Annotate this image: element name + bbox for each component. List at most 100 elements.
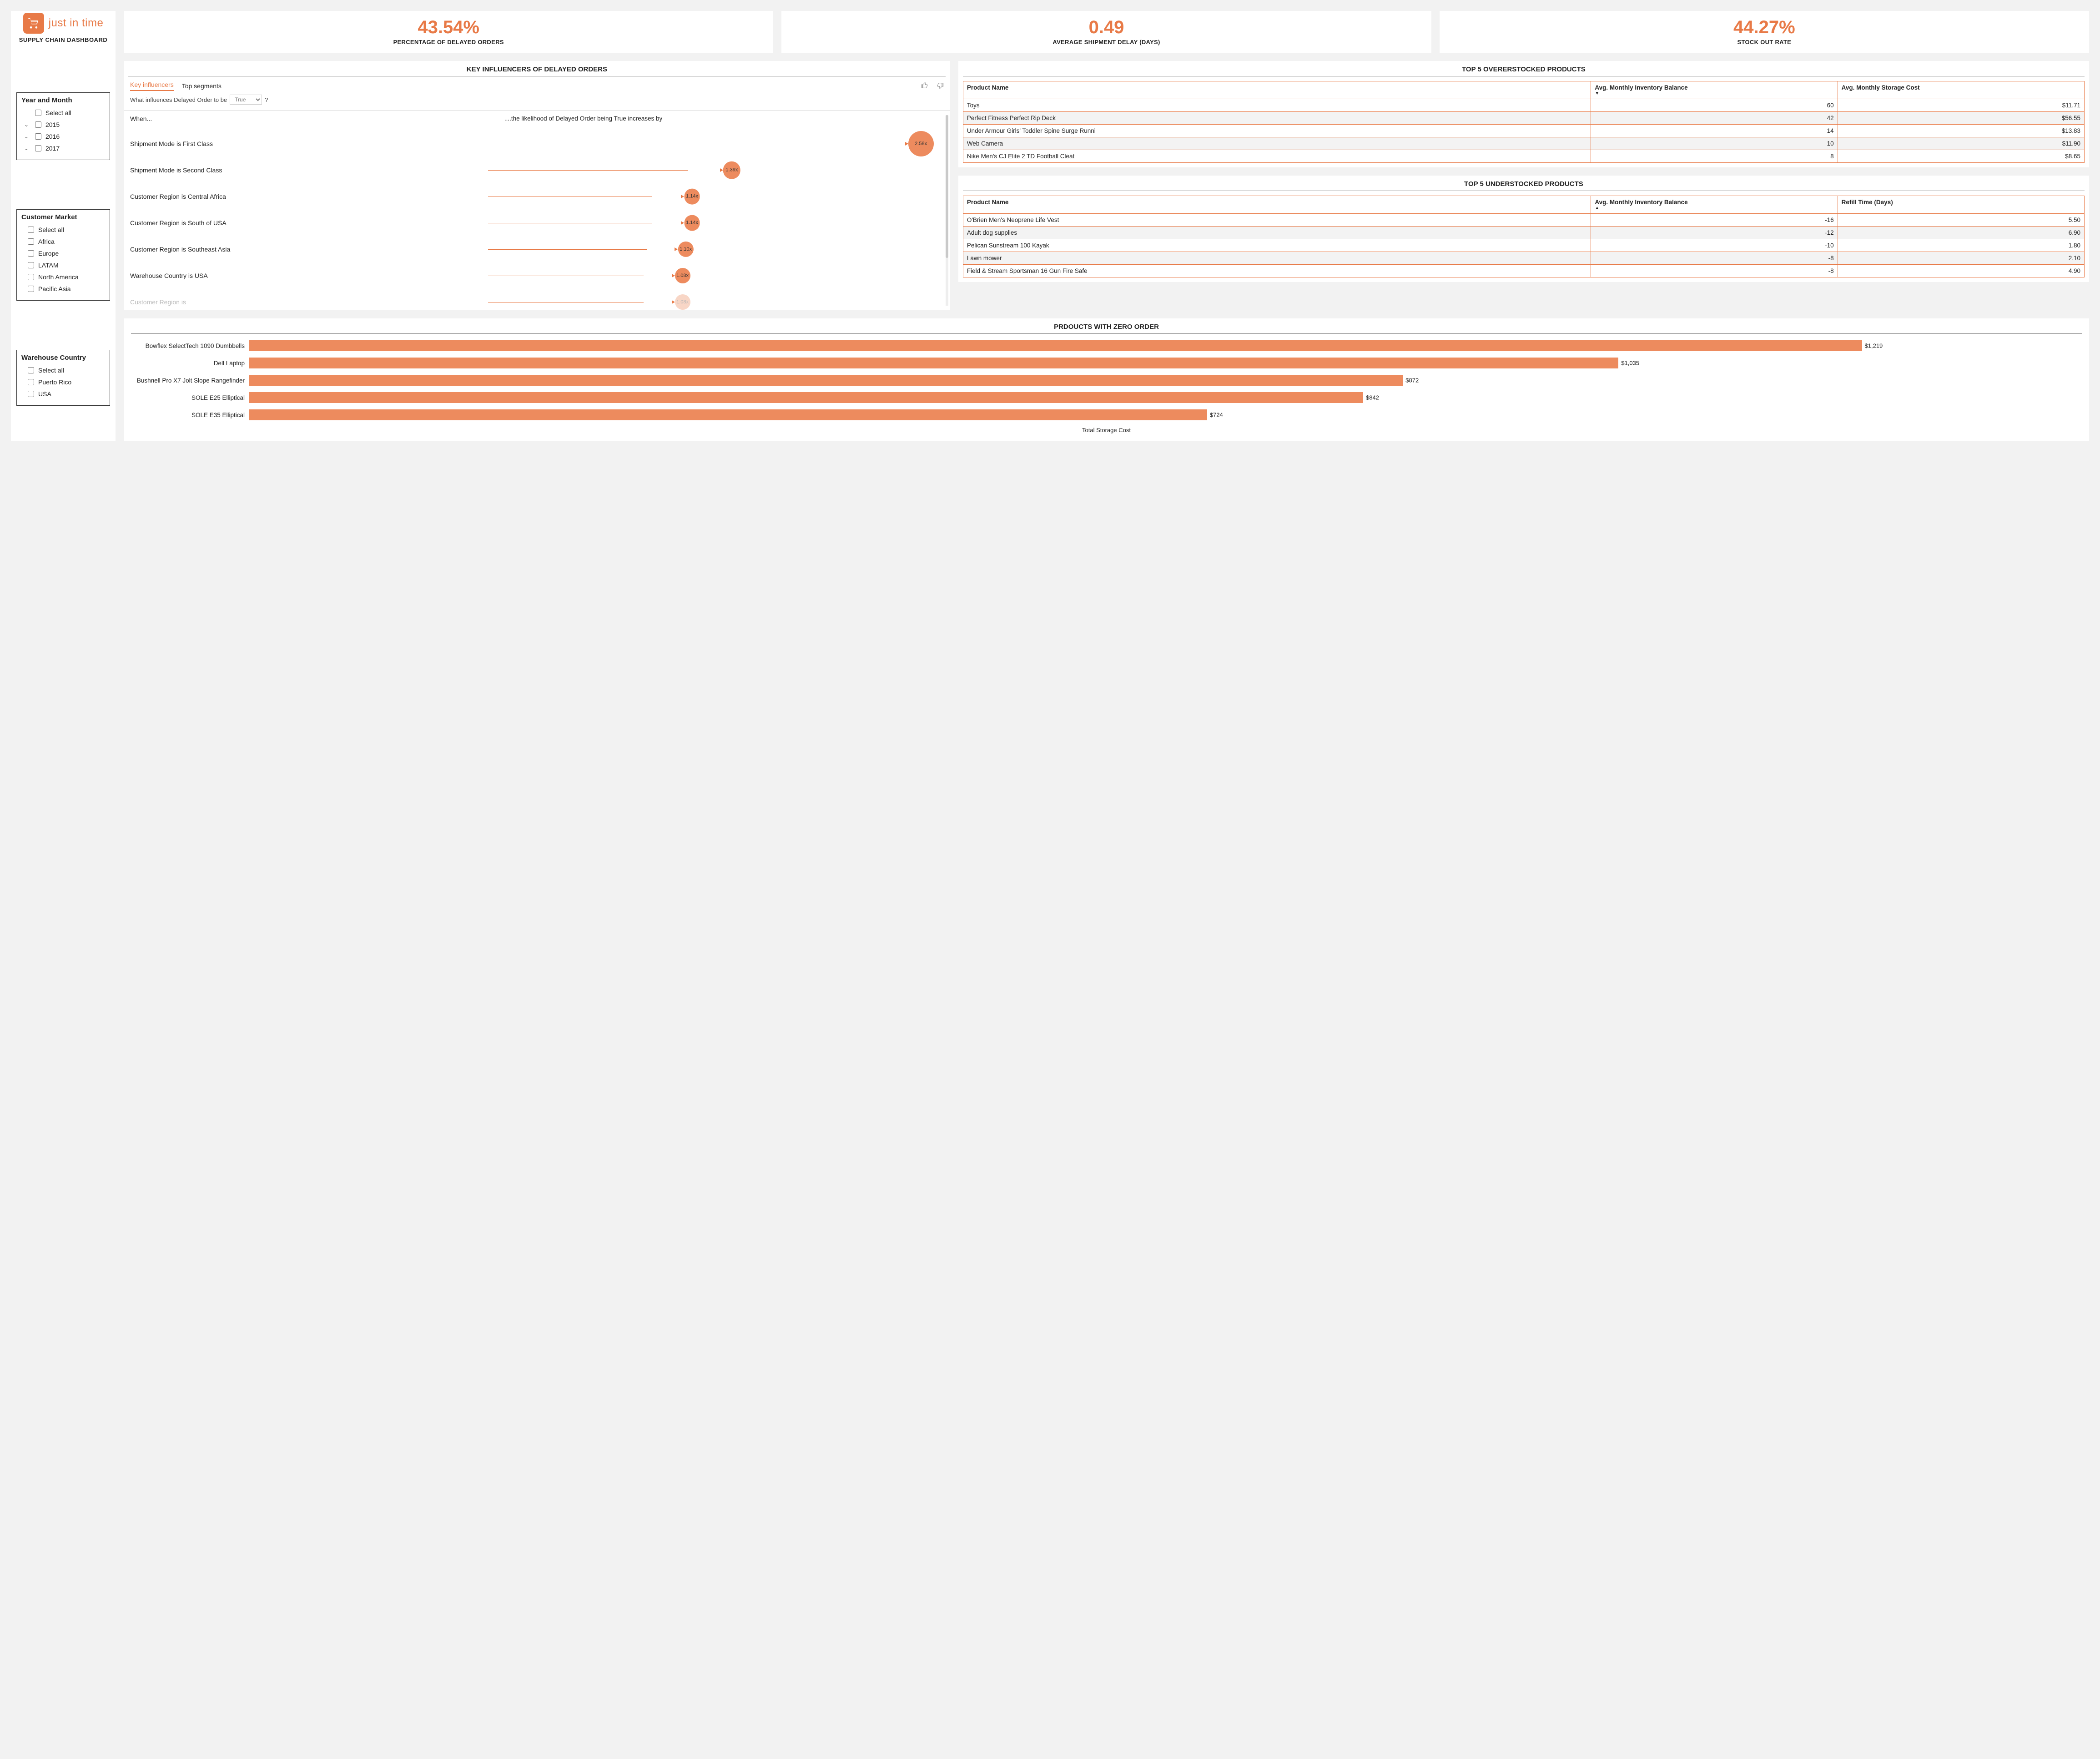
ki-row-label: Shipment Mode is Second Class (130, 166, 488, 174)
hbar-row[interactable]: SOLE E35 Elliptical $724 (131, 409, 2082, 420)
tab-top-segments[interactable]: Top segments (182, 82, 222, 90)
filter-warehouse-item[interactable]: USA (21, 388, 105, 400)
understocked-col-name[interactable]: Product Name (963, 196, 1591, 214)
filter-year-item[interactable]: ⌄2016 (21, 131, 105, 142)
ki-row-track: 1.39x (488, 161, 944, 179)
key-influencers-card: KEY INFLUENCERS OF DELAYED ORDERS Key in… (124, 61, 950, 310)
overstocked-table: Product Name Avg. Monthly Inventory Bala… (963, 81, 2085, 163)
zero-order-title: PRDOUCTS WITH ZERO ORDER (131, 323, 2082, 334)
ki-row[interactable]: Customer Region is1.08x (130, 289, 944, 310)
hbar-row[interactable]: Bushnell Pro X7 Jolt Slope Rangefinder$8… (131, 375, 2082, 386)
ki-row-track: 1.14x (488, 187, 944, 206)
filter-warehouse-select-all[interactable]: Select all (21, 364, 105, 376)
ki-row[interactable]: Customer Region is Southeast Asia1.10x (130, 236, 944, 262)
middle-row: KEY INFLUENCERS OF DELAYED ORDERS Key in… (124, 61, 2089, 310)
kpi-label: STOCK OUT RATE (1444, 39, 2085, 45)
table-row[interactable]: Perfect Fitness Perfect Rip Deck42$56.55 (963, 112, 2084, 125)
chevron-down-icon[interactable]: ⌄ (24, 133, 30, 140)
chevron-down-icon[interactable]: ⌄ (24, 121, 30, 128)
filter-warehouse: Warehouse Country Select all Puerto Rico… (16, 350, 110, 406)
table-row[interactable]: Under Armour Girls' Toddler Spine Surge … (963, 125, 2084, 137)
overstocked-card: TOP 5 OVERERSTOCKED PRODUCTS Product Nam… (958, 61, 2089, 167)
table-row[interactable]: Adult dog supplies-126.90 (963, 227, 2084, 239)
hbar-fill (249, 340, 1862, 351)
ki-row[interactable]: Customer Region is South of USA1.14x (130, 210, 944, 236)
understocked-title: TOP 5 UNDERSTOCKED PRODUCTS (963, 180, 2085, 191)
hbar-label: SOLE E35 Elliptical (131, 412, 245, 418)
ki-row-label: Warehouse Country is USA (130, 272, 488, 279)
ki-row-track: 1.14x (488, 214, 944, 232)
kpi-card: 43.54%PERCENTAGE OF DELAYED ORDERS (124, 11, 773, 53)
hbar-value: $842 (1366, 394, 1379, 401)
ki-question: What influences Delayed Order to be True… (124, 91, 950, 108)
chevron-down-icon[interactable]: ⌄ (24, 145, 30, 151)
filter-year-item[interactable]: ⌄2015 (21, 119, 105, 131)
ki-row[interactable]: Shipment Mode is Second Class 1.39x (130, 157, 944, 183)
ki-bubble: 1.14x (684, 189, 700, 205)
thumbs-down-icon[interactable] (937, 82, 944, 91)
hbar-label: Dell Laptop (131, 360, 245, 367)
hbar-row[interactable]: SOLE E25 Elliptical $842 (131, 392, 2082, 403)
understocked-col-balance[interactable]: Avg. Monthly Inventory Balance ▲ (1591, 196, 1838, 214)
kpi-value: 43.54% (128, 17, 769, 38)
table-row[interactable]: Toys60$11.71 (963, 99, 2084, 112)
logo-icon (23, 13, 44, 34)
filter-year-item[interactable]: ⌄2017 (21, 142, 105, 154)
filter-market-item[interactable]: North America (21, 271, 105, 283)
hbar-fill (249, 358, 1618, 368)
ki-header-when: When... (130, 115, 504, 122)
ki-value-select[interactable]: True (230, 95, 262, 105)
filter-market-item[interactable]: Africa (21, 236, 105, 247)
filter-market-item[interactable]: Pacific Asia (21, 283, 105, 295)
ki-row-label: Customer Region is Central Africa (130, 193, 488, 200)
hbar-row[interactable]: Dell Laptop $1,035 (131, 358, 2082, 368)
ki-bubble: 2.58x (908, 131, 934, 156)
ki-row-track: 2.58x (488, 135, 944, 153)
ki-bubble: 1.14x (684, 215, 700, 231)
understocked-col-refill[interactable]: Refill Time (Days) (1838, 196, 2084, 214)
ki-scrollbar[interactable] (946, 115, 948, 306)
hbar-fill (249, 375, 1403, 386)
filter-year-select-all[interactable]: Select all (21, 107, 105, 119)
filter-market-title: Customer Market (21, 213, 105, 221)
ki-bubble: 1.39x (723, 161, 741, 179)
table-row[interactable]: Nike Men's CJ Elite 2 TD Football Cleat8… (963, 150, 2084, 163)
hbar-value: $724 (1210, 412, 1223, 418)
hbar-label: Bushnell Pro X7 Jolt Slope Rangefinder (131, 377, 245, 384)
table-row[interactable]: Pelican Sunstream 100 Kayak-101.80 (963, 239, 2084, 252)
filter-market-item[interactable]: Europe (21, 247, 105, 259)
overstocked-col-name[interactable]: Product Name (963, 81, 1591, 99)
kpi-value: 44.27% (1444, 17, 2085, 38)
hbar-track: $724 (249, 409, 2082, 420)
filter-market-select-all[interactable]: Select all (21, 224, 105, 236)
hbar-label: Bowflex SelectTech 1090 Dumbbells (131, 343, 245, 349)
table-row[interactable]: Lawn mower-82.10 (963, 252, 2084, 265)
table-row[interactable]: Web Camera10$11.90 (963, 137, 2084, 150)
hbar-track: $1,035 (249, 358, 2082, 368)
ki-bubble: 1.08x (675, 294, 690, 310)
ki-row[interactable]: Shipment Mode is First Class2.58x (130, 131, 944, 157)
filter-warehouse-item[interactable]: Puerto Rico (21, 376, 105, 388)
ki-tabs: Key influencers Top segments (124, 76, 950, 91)
overstocked-col-cost[interactable]: Avg. Monthly Storage Cost (1838, 81, 2084, 99)
tab-key-influencers[interactable]: Key influencers (130, 81, 174, 91)
filter-market-item[interactable]: LATAM (21, 259, 105, 271)
ki-row-label: Shipment Mode is First Class (130, 140, 488, 147)
hbar-label: SOLE E25 Elliptical (131, 394, 245, 401)
table-row[interactable]: O'Brien Men's Neoprene Life Vest-165.50 (963, 214, 2084, 227)
tables-column: TOP 5 OVERERSTOCKED PRODUCTS Product Nam… (958, 61, 2089, 282)
kpi-row: 43.54%PERCENTAGE OF DELAYED ORDERS0.49AV… (124, 11, 2089, 53)
hbar-fill (249, 409, 1207, 420)
ki-scroll-thumb[interactable] (946, 115, 948, 258)
thumbs-up-icon[interactable] (921, 82, 928, 91)
ki-row[interactable]: Customer Region is Central Africa 1.14x (130, 183, 944, 210)
ki-body: When... ....the likelihood of Delayed Or… (124, 110, 950, 310)
kpi-card: 0.49AVERAGE SHIPMENT DELAY (DAYS) (781, 11, 1431, 53)
understocked-table: Product Name Avg. Monthly Inventory Bala… (963, 196, 2085, 277)
table-row[interactable]: Field & Stream Sportsman 16 Gun Fire Saf… (963, 265, 2084, 277)
overstocked-col-balance[interactable]: Avg. Monthly Inventory Balance ▼ (1591, 81, 1838, 99)
hbar-fill (249, 392, 1363, 403)
hbar-row[interactable]: Bowflex SelectTech 1090 Dumbbells$1,219 (131, 340, 2082, 351)
logo-subtitle: SUPPLY CHAIN DASHBOARD (16, 36, 110, 43)
ki-row[interactable]: Warehouse Country is USA1.08x (130, 262, 944, 289)
